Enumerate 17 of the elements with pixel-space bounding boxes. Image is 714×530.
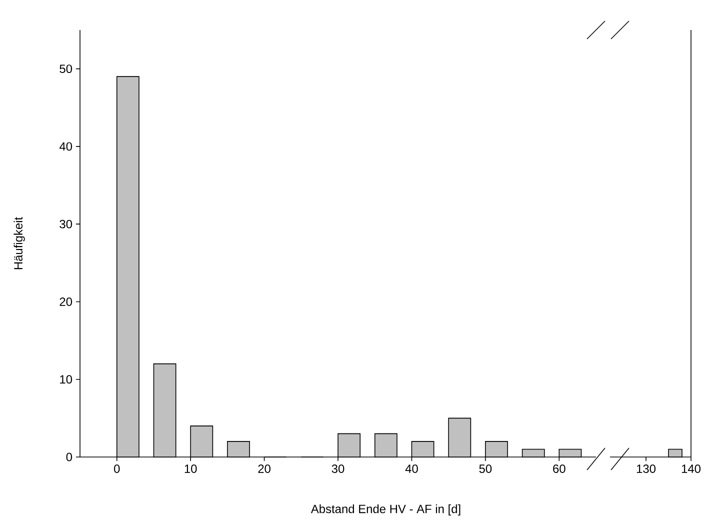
x-tick-label: 40 [405,464,418,473]
y-tick-label: 50 [60,64,72,74]
x-tick-label: 20 [258,464,270,473]
x-axis-title: Abstand Ende HV - AF in [d] [310,504,460,516]
x-tick-label: 50 [479,464,492,473]
y-axis-title: Häufigkeit [14,217,25,270]
x-tick-label: 30 [332,464,344,473]
x-tick-label: 0 [114,464,120,473]
x-tick-label: 60 [553,464,566,473]
y-tick-label: 10 [60,375,72,384]
y-tick-label: 40 [59,142,72,151]
x-tick-label: 130 [636,464,656,473]
x-tick-label: 140 [682,464,701,473]
y-tick-label: 30 [60,220,72,228]
y-tick-label: 0 [66,452,72,462]
x-tick-label: 10 [184,464,197,473]
y-tick-label: 20 [60,297,72,306]
